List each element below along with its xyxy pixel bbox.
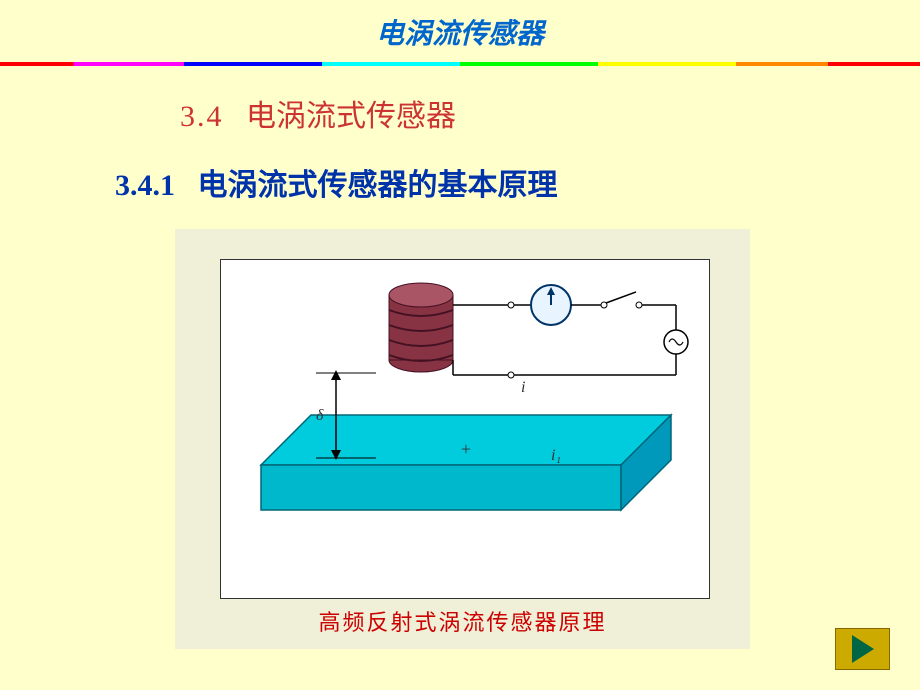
- diagram-canvas: + i₁ δ: [220, 259, 710, 599]
- section-number: 3.4: [180, 100, 224, 133]
- next-button[interactable]: [835, 628, 890, 670]
- diagram-panel: + i₁ δ: [175, 229, 750, 649]
- switch-blade: [606, 292, 636, 303]
- section-heading: 3.4 电涡流式传感器: [180, 91, 920, 135]
- label-i1: i₁: [551, 447, 561, 464]
- slab-front: [261, 465, 621, 510]
- sensor-diagram-svg: + i₁ δ: [221, 260, 711, 600]
- plus-mark: +: [461, 439, 471, 459]
- label-delta: δ: [316, 407, 324, 424]
- rainbow-divider: [0, 62, 920, 66]
- subsection-number: 3.4.1: [115, 169, 175, 202]
- node-1: [508, 302, 514, 308]
- label-i: i: [521, 379, 525, 396]
- delta-arrow-top: [331, 370, 341, 380]
- node-4: [508, 372, 514, 378]
- play-forward-icon: [852, 635, 874, 663]
- subsection-title-text: 电涡流式传感器的基本原理: [198, 169, 558, 202]
- node-3: [636, 302, 642, 308]
- section-title-text: 电涡流式传感器: [246, 100, 456, 133]
- coil-top: [389, 283, 453, 307]
- page-header-title: 电涡流传感器: [0, 0, 920, 52]
- subsection-heading: 3.4.1 电涡流式传感器的基本原理: [115, 160, 920, 204]
- diagram-caption: 高频反射式涡流传感器原理: [175, 605, 750, 637]
